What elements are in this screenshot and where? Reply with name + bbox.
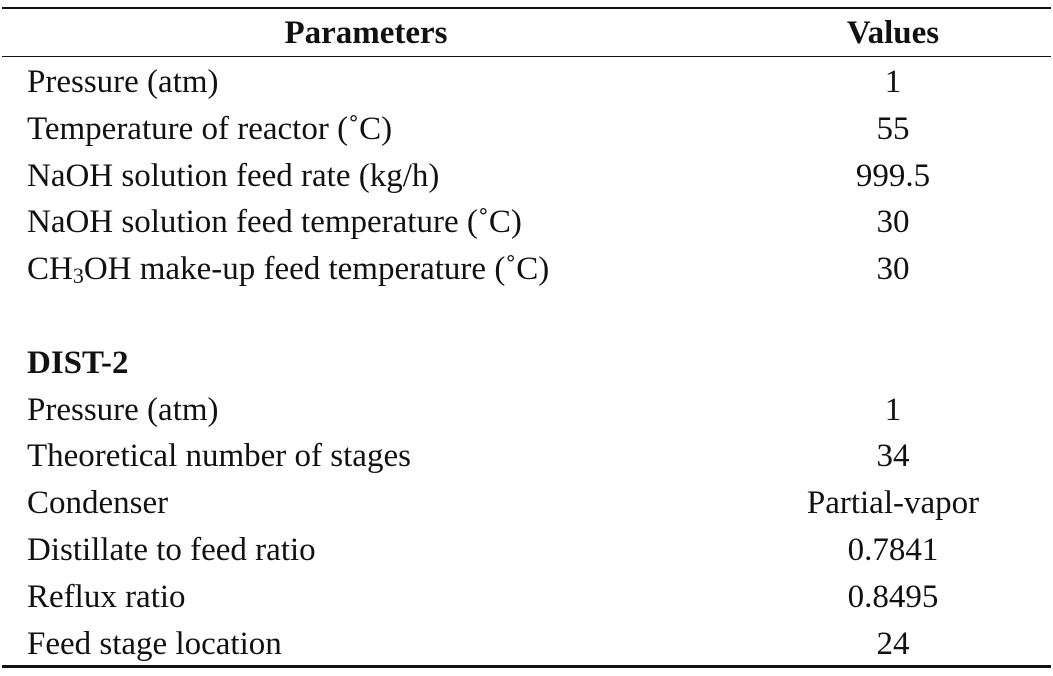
parameter: Pressure (atm) [27,391,219,428]
header-parameter: Parameters [284,15,448,51]
parameter: NaOH solution feed rate (kg/h) [27,157,440,194]
value: 30 [876,251,910,288]
value: Partial-vapor [806,485,980,522]
parameter-part: OH make-up feed temperature (˚C) [83,251,550,288]
value: 0.8495 [847,578,939,615]
value: 55 [876,110,910,147]
parameter-part: CH [27,251,73,288]
value: 30 [876,204,910,241]
value: 24 [876,625,910,662]
value: 0.7841 [847,532,939,568]
value: 1 [884,391,902,428]
parameter: Temperature of reactor (˚C) [27,110,393,147]
header-value: Values [846,15,940,51]
parameter: NaOH solution feed temperature (˚C) [27,204,522,241]
parameter: Distillate to feed ratio [27,532,316,568]
parameter: Reflux ratio [27,578,186,615]
parameter-part: 3 [72,263,84,289]
parameter: Feed stage location [27,625,282,662]
parameter: CH3OH make-up feed temperature (˚C) [27,249,549,289]
header-rule [2,56,1051,57]
parameter: Pressure (atm) [27,64,219,100]
value: 999.5 [855,157,931,194]
top-rule [2,7,1051,9]
bottom-rule [2,665,1051,668]
section-title: DIST-2 [27,344,129,381]
parameter: Theoretical number of stages [27,438,411,475]
parameter: Condenser [27,485,169,522]
value: 1 [884,64,902,100]
value: 34 [876,438,910,475]
